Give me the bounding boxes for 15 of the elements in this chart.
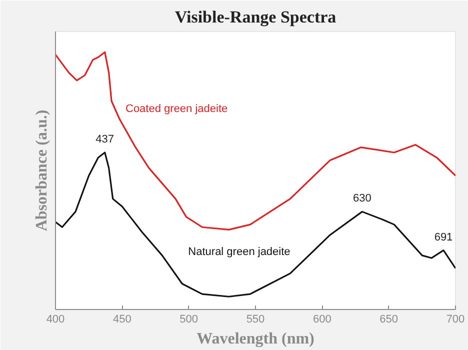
x-tick-label: 450 — [112, 314, 132, 326]
annotation: Coated green jadeite — [126, 103, 228, 116]
x-tick-label: 400 — [46, 314, 65, 326]
annotation: 630 — [352, 192, 372, 205]
chart-title: Visible-Range Spectra — [174, 8, 337, 26]
annotation: 437 — [96, 133, 114, 146]
x-tick-label: 700 — [446, 314, 465, 326]
x-tick-label: 650 — [380, 314, 398, 326]
x-tick-label: 550 — [246, 314, 265, 326]
annotation: 691 — [434, 231, 453, 244]
x-tick-label: 500 — [180, 314, 198, 326]
annotation: Natural green jadeite — [188, 246, 290, 258]
x-axis-title: Wavelength (nm) — [196, 330, 314, 348]
y-axis-title: Absorbance (a.u.) — [34, 110, 50, 232]
x-tick-label: 600 — [312, 314, 332, 326]
